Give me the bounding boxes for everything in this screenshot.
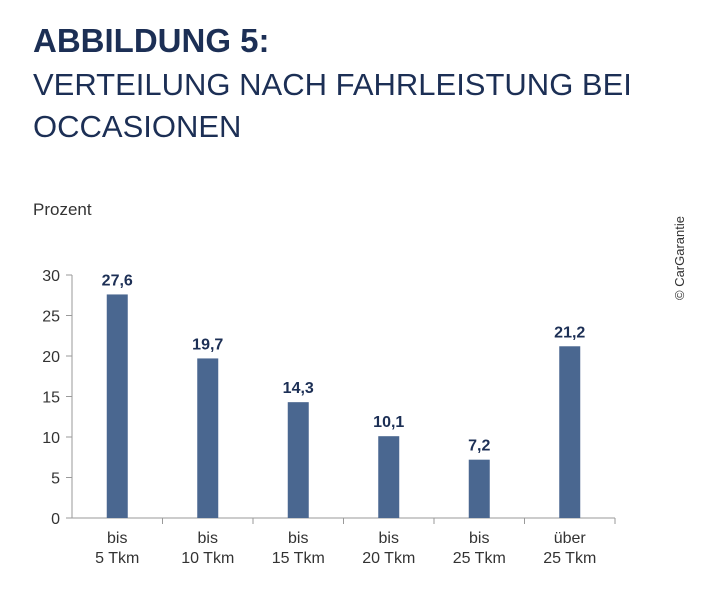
y-tick-label: 0 xyxy=(51,511,60,528)
x-tick-label: 10 Tkm xyxy=(181,550,234,567)
x-tick-label: 25 Tkm xyxy=(453,550,506,567)
bar xyxy=(106,294,128,518)
x-tick-label: 15 Tkm xyxy=(272,550,325,567)
bar-value-label: 27,6 xyxy=(102,272,133,289)
chart-subtitle-line-2: OCCASIONEN xyxy=(33,109,242,144)
chart-subtitle: VERTEILUNG NACH FAHRLEISTUNG BEI OCCASIO… xyxy=(33,64,653,148)
y-tick-label: 30 xyxy=(42,268,60,285)
chart-subtitle-line-1: VERTEILUNG NACH FAHRLEISTUNG BEI xyxy=(33,67,632,102)
bar-value-label: 21,2 xyxy=(554,324,585,341)
bar-value-label: 19,7 xyxy=(192,336,223,353)
x-tick-label: bis xyxy=(198,530,218,547)
x-tick-label: 20 Tkm xyxy=(362,550,415,567)
bar-value-label: 7,2 xyxy=(468,438,490,455)
y-axis-label: Prozent xyxy=(33,200,92,219)
y-tick-label: 25 xyxy=(42,309,60,326)
x-tick-label: bis xyxy=(107,530,127,547)
bar xyxy=(468,459,490,518)
y-tick-label: 5 xyxy=(51,471,60,488)
bar xyxy=(378,436,400,518)
x-tick-label: bis xyxy=(379,530,399,547)
y-tick-label: 15 xyxy=(42,390,60,407)
bar-value-label: 14,3 xyxy=(283,380,314,397)
bar xyxy=(197,358,219,518)
x-tick-label: 5 Tkm xyxy=(95,550,139,567)
bar-value-label: 10,1 xyxy=(373,414,404,431)
y-tick-label: 10 xyxy=(42,430,60,447)
chart-title: ABBILDUNG 5: xyxy=(33,22,270,59)
y-tick-label: 20 xyxy=(42,349,60,366)
x-tick-label: bis xyxy=(288,530,308,547)
x-tick-label: 25 Tkm xyxy=(543,550,596,567)
bar xyxy=(559,346,581,518)
bar xyxy=(287,402,309,518)
x-tick-label: über xyxy=(554,530,587,547)
x-tick-label: bis xyxy=(469,530,489,547)
